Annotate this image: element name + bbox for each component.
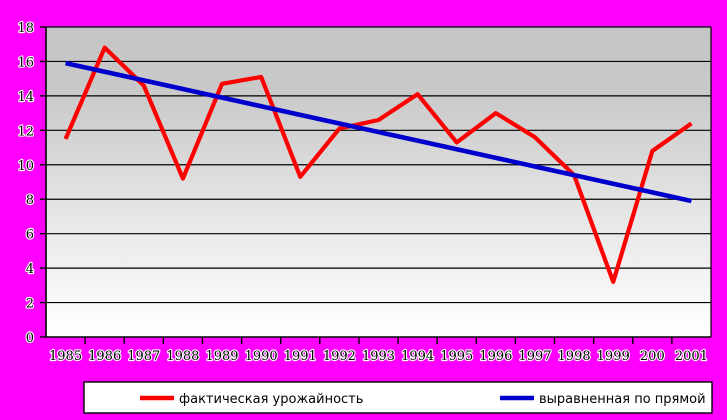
x-tick-label: 1999	[597, 349, 630, 364]
y-tick-label: 14	[17, 90, 34, 105]
y-tick-label: 2	[26, 297, 34, 312]
x-tick-label: 1986	[88, 349, 121, 364]
y-tick-marks	[40, 26, 46, 338]
x-tick-label: 1994	[401, 349, 434, 364]
y-tick-label: 0	[26, 331, 34, 346]
x-tick-label: 1985	[49, 349, 82, 364]
x-tick-label: 1995	[440, 349, 473, 364]
series-line-actual-yield	[63, 45, 693, 284]
y-tick-label: 4	[26, 262, 34, 277]
x-tick-label: 1989	[205, 349, 238, 364]
x-tick-label: 2001	[675, 349, 708, 364]
x-tick-label: 1987	[127, 349, 160, 364]
x-tick-label: 1997	[518, 349, 551, 364]
x-tick-marks	[84, 337, 673, 344]
x-tick-label: 1988	[166, 349, 199, 364]
x-tick-label: 1992	[323, 349, 356, 364]
y-tick-label: 16	[17, 55, 34, 70]
x-tick-label: 1993	[362, 349, 395, 364]
y-tick-label: 6	[26, 228, 34, 243]
y-tick-label: 10	[17, 159, 34, 174]
y-tick-label: 12	[17, 124, 34, 139]
y-tick-label: 18	[17, 21, 34, 36]
legend-label: фактическая урожайность	[179, 392, 363, 407]
x-tick-label: 1991	[284, 349, 317, 364]
series-line-linear-trend	[65, 60, 692, 204]
x-tick-label: 1990	[245, 349, 278, 364]
x-tick-label: 1996	[479, 349, 512, 364]
y-tick-label: 8	[26, 193, 34, 208]
legend: фактическая урожайность выравненная по пр…	[83, 381, 713, 414]
data-series-lines	[63, 45, 693, 284]
x-tick-label: 1998	[558, 349, 591, 364]
x-axis-tick-labels: 1985 1986 1987 1988 1989 1990 1991 1992 1993 1994…	[48, 348, 709, 365]
legend-label: выравненная по прямой	[539, 392, 706, 407]
y-axis-tick-labels: 0 2 4 6 8 10 12 14 16 18	[16, 20, 35, 347]
x-tick-label: 200	[640, 349, 665, 364]
gridlines	[46, 26, 711, 304]
legend-box	[83, 381, 713, 414]
